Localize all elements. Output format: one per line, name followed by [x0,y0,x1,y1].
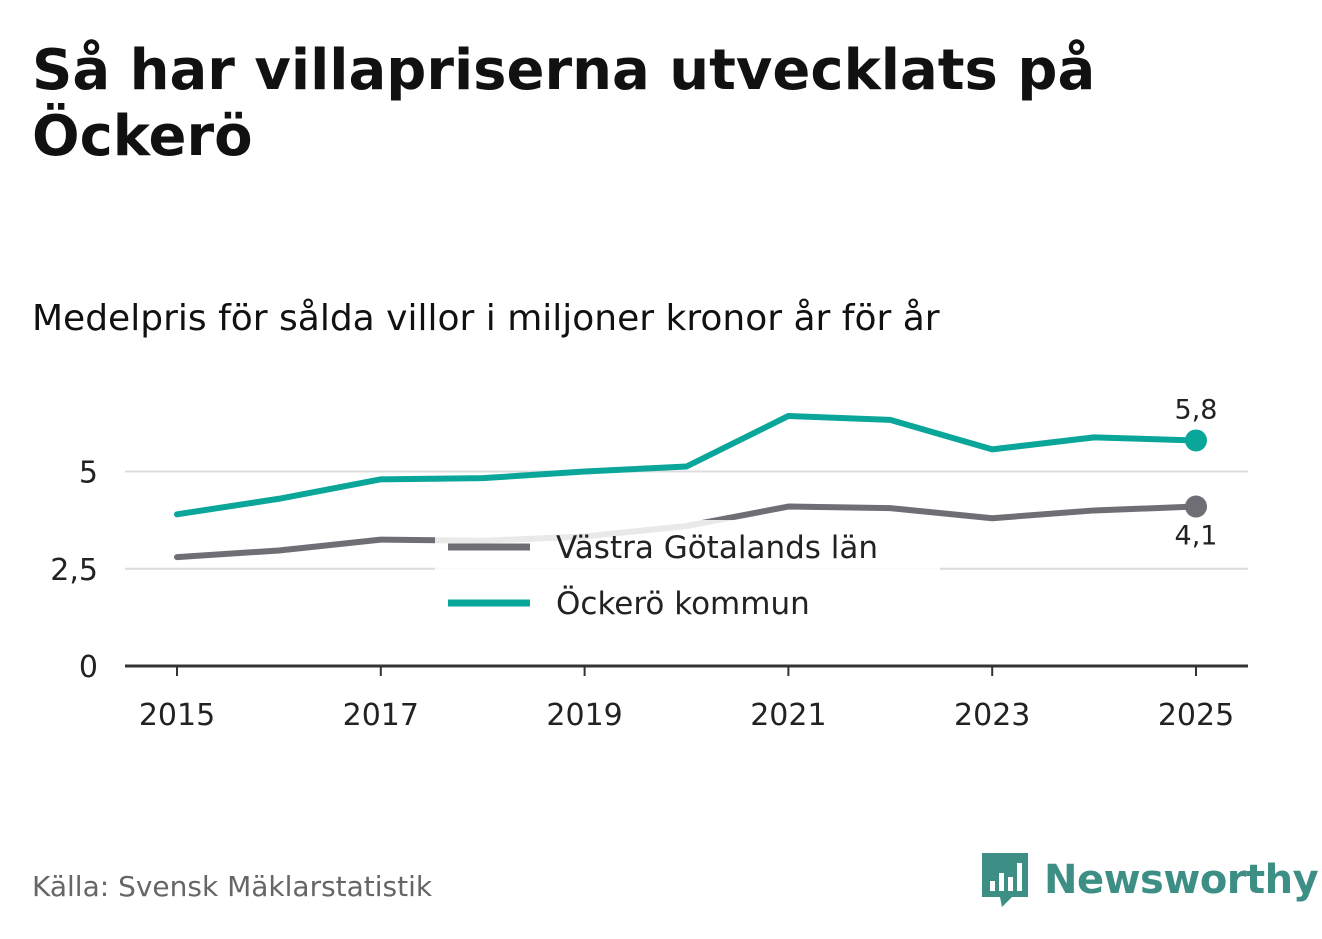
x-tick-label: 2021 [750,698,826,733]
line-chart: 02,55 2015 2017 2019 2021 2023 2025 Västra Gö… [50,394,1248,733]
y-tick-label: 5 [79,456,98,491]
x-tick-label: 2015 [139,698,215,733]
x-tick-label: 2019 [546,698,622,733]
source-note: Källa: Svensk Mäklarstatistik [32,870,433,903]
y-axis-labels: 02,55 [50,456,98,685]
end-point-marker [1185,429,1207,452]
legend-background [435,520,940,640]
brand-logo: Newsworthy [980,850,1319,910]
end-value-label: 4,1 [1175,521,1218,552]
legend-label: Västra Götalands län [556,530,878,566]
chart-title: Så har villapriserna utvecklats på Öcker… [32,38,1096,169]
series-line-1 [174,412,1199,518]
x-tick-label: 2023 [954,698,1030,733]
x-tick-label: 2017 [343,698,419,733]
end-points: 4,1 5,8 [1175,394,1218,551]
chart-subtitle: Medelpris för sålda villor i miljoner kr… [32,298,940,339]
y-tick-label: 2,5 [50,553,98,588]
end-value-label: 5,8 [1175,394,1218,425]
x-tick-label: 2025 [1158,698,1234,733]
brand-name: Newsworthy [1044,857,1319,903]
legend-label: Öckerö kommun [556,585,810,622]
y-tick-label: 0 [79,650,98,685]
legend: Västra Götalands län Öckerö kommun [435,520,940,640]
x-axis-labels: 2015 2017 2019 2021 2023 2025 [139,698,1234,733]
end-point-marker [1185,495,1207,518]
bar-chart-speech-bubble-icon [982,853,1028,907]
